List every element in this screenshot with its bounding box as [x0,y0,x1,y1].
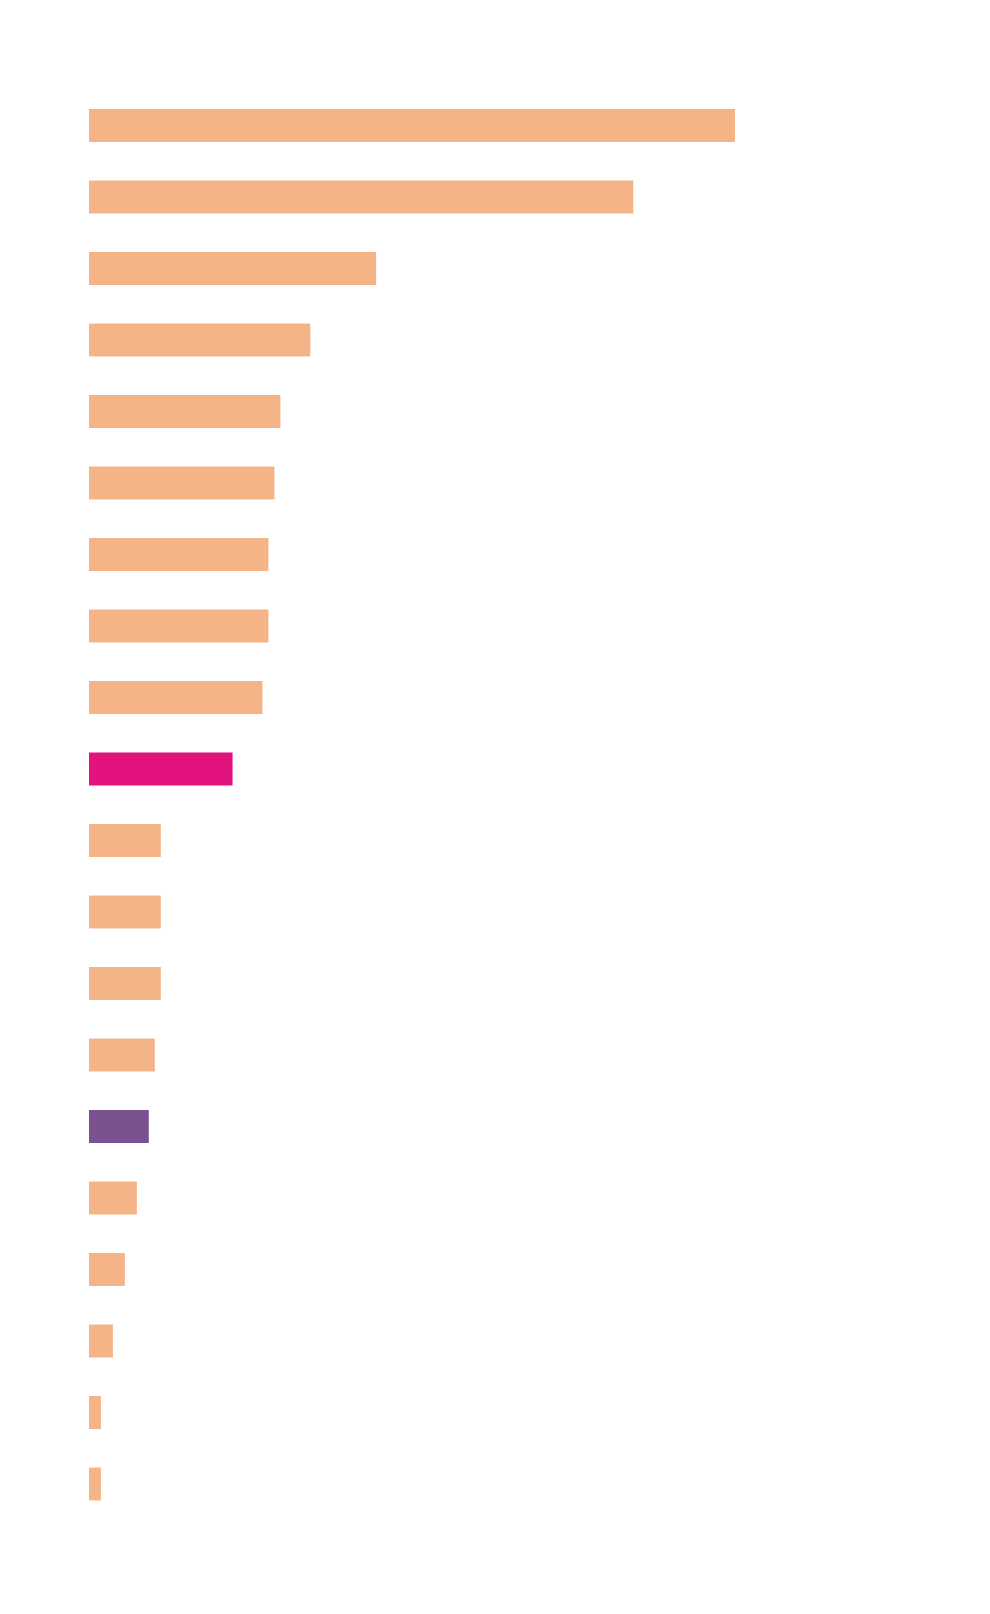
bar [89,1396,101,1429]
bar [89,752,233,786]
bar [89,466,275,500]
bar [89,1038,155,1072]
bar [89,967,161,1000]
bar [89,1467,101,1501]
bar [89,609,269,643]
bar [89,1324,113,1358]
bar [89,395,281,428]
bar [89,824,161,857]
bar [89,1110,149,1143]
bar [89,895,161,929]
bar [89,323,311,357]
bar [89,109,735,142]
bar [89,180,634,214]
bar [89,1253,125,1286]
bar [89,1181,137,1215]
bar [89,538,269,571]
bar [89,681,263,714]
bar [89,252,377,285]
